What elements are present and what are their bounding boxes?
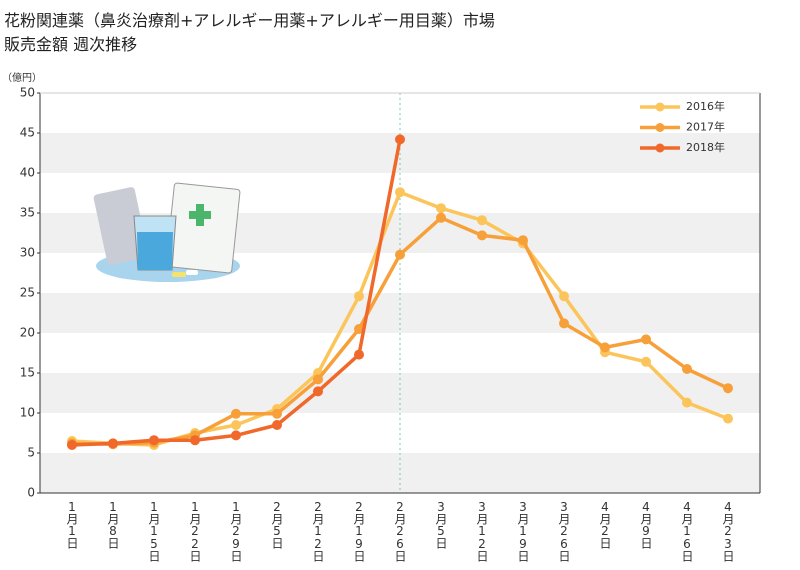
data-point: [641, 356, 651, 367]
x-tick-label: 3月19日: [516, 500, 530, 562]
data-point: [723, 413, 733, 424]
data-point: [600, 342, 610, 353]
data-point: [313, 386, 323, 397]
data-point: [190, 435, 200, 446]
y-tick-label: 10: [20, 406, 35, 420]
data-point: [149, 435, 159, 446]
data-point: [559, 291, 569, 302]
y-tick-label: 25: [20, 286, 35, 300]
data-point: [436, 212, 446, 223]
data-point: [108, 438, 118, 449]
chart-title: 花粉関連薬（鼻炎治療剤+アレルギー用薬+アレルギー用目薬）市場: [4, 11, 495, 30]
data-point: [231, 430, 241, 441]
illustration: [93, 182, 241, 282]
legend-label: 2018年: [686, 140, 725, 154]
x-tick-label: 1月15日: [147, 500, 161, 562]
x-tick-label: 4月23日: [721, 500, 735, 562]
data-point: [682, 364, 692, 374]
legend-swatch-dot: [655, 123, 665, 132]
x-tick-label: 1月8日: [106, 500, 120, 549]
x-tick-label: 2月19日: [352, 500, 366, 562]
data-point: [559, 318, 569, 329]
data-point: [67, 440, 77, 450]
data-point: [354, 324, 364, 334]
y-tick-label: 45: [20, 126, 35, 140]
data-point: [354, 349, 364, 360]
y-tick-label: 20: [20, 326, 35, 340]
x-tick-label: 3月12日: [475, 500, 489, 562]
data-point: [436, 203, 446, 214]
legend-label: 2017年: [686, 120, 725, 134]
data-point: [477, 230, 487, 241]
y-axis-label: （億円）: [2, 71, 42, 84]
y-tick-label: 15: [20, 366, 35, 380]
data-point: [395, 187, 405, 198]
data-point: [641, 334, 651, 345]
data-point: [231, 408, 241, 419]
data-point: [231, 420, 241, 430]
x-tick-label: 4月9日: [639, 500, 653, 549]
x-tick-label: 2月12日: [311, 500, 325, 562]
data-point: [395, 249, 405, 260]
x-tick-label: 1月22日: [188, 500, 202, 562]
x-tick-label: 4月2日: [598, 500, 612, 549]
y-tick-label: 50: [20, 86, 35, 100]
legend-swatch-dot: [655, 143, 665, 153]
data-point: [354, 291, 364, 302]
x-tick-label: 2月26日: [393, 500, 407, 562]
data-point: [272, 420, 282, 430]
x-tick-label: 2月5日: [270, 500, 284, 549]
data-point: [395, 134, 405, 145]
x-tick-label: 1月1日: [65, 500, 79, 549]
x-tick-label: 4月16日: [680, 500, 694, 562]
data-point: [723, 383, 733, 394]
y-tick-label: 0: [27, 486, 35, 500]
x-tick-label: 3月26日: [557, 500, 571, 562]
y-tick-label: 30: [20, 246, 35, 260]
data-point: [477, 215, 487, 226]
x-tick-label: 1月29日: [229, 500, 243, 562]
data-point: [272, 408, 282, 419]
y-tick-label: 40: [20, 166, 35, 180]
chart-subtitle: 販売金額 週次推移: [4, 35, 137, 54]
x-tick-label: 3月5日: [434, 500, 448, 549]
y-tick-label: 35: [20, 206, 35, 220]
plot: [67, 134, 733, 450]
data-point: [518, 235, 528, 246]
legend-label: 2016年: [686, 99, 725, 113]
data-point: [313, 374, 323, 385]
data-point: [682, 397, 692, 408]
legend-swatch-dot: [655, 102, 665, 112]
y-tick-label: 5: [27, 446, 35, 460]
